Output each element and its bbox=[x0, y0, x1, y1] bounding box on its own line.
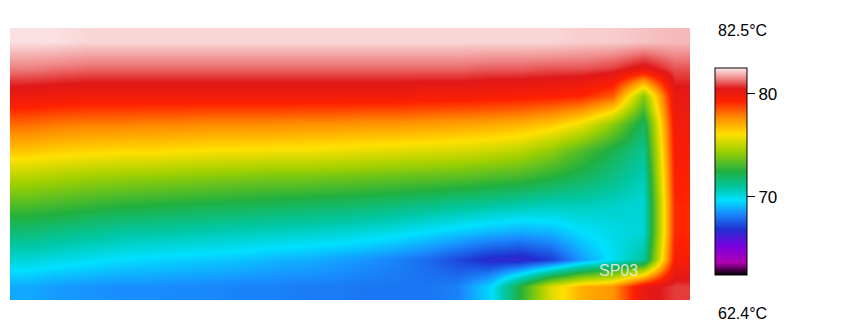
svg-text:82.5°C: 82.5°C bbox=[718, 22, 767, 39]
svg-text:80: 80 bbox=[758, 85, 777, 104]
svg-text:SP03: SP03 bbox=[599, 262, 638, 279]
svg-text:62.4°C: 62.4°C bbox=[718, 305, 767, 322]
svg-text:70: 70 bbox=[758, 188, 777, 207]
